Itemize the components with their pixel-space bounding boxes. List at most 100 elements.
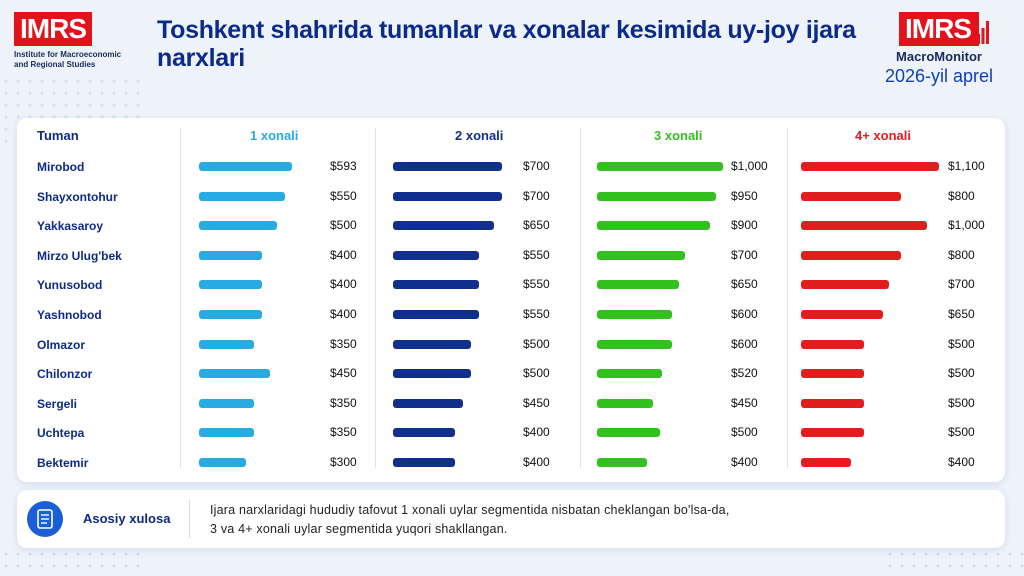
table-row: Yashnobod $400 $550 $600 $650 bbox=[17, 300, 1005, 330]
data-label: $500 bbox=[523, 366, 550, 381]
bar-4 bbox=[801, 369, 864, 379]
data-label: $650 bbox=[523, 218, 550, 233]
district-name: Yakkasaroy bbox=[37, 219, 104, 234]
data-label: $350 bbox=[330, 395, 357, 410]
data-label: $500 bbox=[948, 425, 975, 440]
column-divider bbox=[375, 128, 376, 468]
data-label: $300 bbox=[330, 455, 357, 469]
column-divider bbox=[787, 128, 788, 468]
bar-1 bbox=[199, 162, 292, 171]
data-label: $500 bbox=[731, 425, 758, 440]
bar-1 bbox=[199, 428, 254, 438]
logo-wordmark: IMRS bbox=[14, 12, 92, 46]
bar-2 bbox=[393, 339, 471, 349]
bar-3 bbox=[597, 162, 723, 171]
org-name-line1: Institute for Macroeconomic bbox=[14, 50, 122, 59]
column-header-2-xonali: 2 xonali bbox=[455, 128, 504, 143]
bar-4 bbox=[801, 162, 939, 171]
data-label: $500 bbox=[948, 336, 975, 351]
bar-2 bbox=[393, 250, 479, 260]
data-label: $350 bbox=[330, 336, 357, 351]
bar-3 bbox=[597, 310, 672, 319]
bar-4 bbox=[801, 339, 864, 349]
brand-macromonitor: MacroMonitor bbox=[896, 49, 982, 64]
data-label: $700 bbox=[523, 159, 550, 173]
table-row: Olmazor $350 $500 $600 $500 bbox=[17, 330, 1005, 360]
bar-2 bbox=[393, 221, 494, 231]
bar-1 bbox=[199, 310, 262, 319]
page-title: Toshkent shahrida tumanlar va xonalar ke… bbox=[157, 16, 856, 72]
decor-dots-bottom-right bbox=[884, 548, 1024, 576]
decor-dots-bottom-left bbox=[0, 548, 140, 576]
bar-4 bbox=[801, 221, 927, 231]
column-header-4-xonali: 4+ xonali bbox=[855, 128, 911, 143]
bar-3 bbox=[597, 458, 647, 467]
data-label: $1,100 bbox=[948, 159, 985, 173]
data-label: $550 bbox=[523, 307, 550, 321]
conclusion-text: Ijara narxlaridagi hududiy tafovut 1 xon… bbox=[210, 501, 730, 539]
bar-4 bbox=[801, 310, 883, 319]
bar-4 bbox=[801, 280, 889, 290]
bar-1 bbox=[199, 191, 285, 201]
logo-wordmark-right: IMRS bbox=[899, 12, 989, 46]
bar-1 bbox=[199, 398, 254, 408]
bar-3 bbox=[597, 398, 653, 408]
data-label: $450 bbox=[731, 395, 758, 410]
bar-1 bbox=[199, 280, 262, 290]
data-label: $550 bbox=[523, 247, 550, 262]
district-name: Yashnobod bbox=[37, 308, 102, 322]
table-row: Bektemir $300 $400 $400 $400 bbox=[17, 448, 1005, 478]
bar-1 bbox=[199, 458, 246, 467]
data-label: $400 bbox=[330, 247, 357, 262]
bar-3 bbox=[597, 250, 685, 260]
data-label: $550 bbox=[523, 277, 550, 292]
data-label: $500 bbox=[948, 366, 975, 381]
imrs-logo-right: IMRS MacroMonitor 2026-yil aprel bbox=[874, 12, 1004, 87]
bar-1 bbox=[199, 250, 262, 260]
data-label: $700 bbox=[731, 247, 758, 262]
bar-4 bbox=[801, 428, 864, 438]
bar-3 bbox=[597, 280, 679, 290]
table-row: Yunusobod $400 $550 $650 $700 bbox=[17, 270, 1005, 300]
table-row: Chilonzor $450 $500 $520 $500 bbox=[17, 359, 1005, 389]
column-header-tuman: Tuman bbox=[37, 128, 79, 143]
report-period: 2026-yil aprel bbox=[884, 66, 994, 86]
data-label: $950 bbox=[731, 188, 758, 203]
data-label: $520 bbox=[731, 366, 758, 381]
bar-3 bbox=[597, 369, 662, 379]
column-header-3-xonali: 3 xonali bbox=[654, 128, 703, 143]
data-label: $1,000 bbox=[948, 218, 985, 233]
bar-2 bbox=[393, 280, 479, 290]
column-divider bbox=[580, 128, 581, 468]
bar-2 bbox=[393, 398, 463, 408]
district-name: Yunusobod bbox=[37, 278, 103, 293]
district-name: Uchtepa bbox=[37, 426, 85, 441]
bar-1 bbox=[199, 339, 254, 349]
data-label: $400 bbox=[731, 455, 758, 469]
data-label: $700 bbox=[523, 188, 550, 203]
logo-wordmark-text: IMRS bbox=[905, 13, 972, 44]
key-conclusion-panel: Asosiy xulosa Ijara narxlaridagi hududiy… bbox=[17, 490, 1005, 548]
district-name: Mirobod bbox=[37, 160, 85, 174]
data-label: $593 bbox=[330, 159, 357, 173]
data-label: $700 bbox=[948, 277, 975, 292]
data-label: $900 bbox=[731, 218, 758, 233]
data-label: $800 bbox=[948, 247, 975, 262]
bar-2 bbox=[393, 428, 455, 438]
bar-1 bbox=[199, 221, 277, 231]
data-label: $650 bbox=[731, 277, 758, 292]
data-label: $400 bbox=[523, 425, 550, 440]
bar-2 bbox=[393, 369, 471, 379]
data-label: $400 bbox=[330, 277, 357, 292]
conclusion-label: Asosiy xulosa bbox=[83, 511, 171, 526]
data-label: $450 bbox=[330, 366, 357, 381]
district-name: Shayxontohur bbox=[37, 189, 118, 204]
document-icon bbox=[27, 501, 63, 537]
data-label: $400 bbox=[948, 455, 975, 469]
data-label: $800 bbox=[948, 188, 975, 203]
data-label: $500 bbox=[523, 336, 550, 351]
data-label: $400 bbox=[523, 455, 550, 469]
bar-3 bbox=[597, 221, 710, 231]
data-label: $500 bbox=[948, 395, 975, 410]
conclusion-line-1: Ijara narxlaridagi hududiy tafovut 1 xon… bbox=[210, 503, 730, 517]
